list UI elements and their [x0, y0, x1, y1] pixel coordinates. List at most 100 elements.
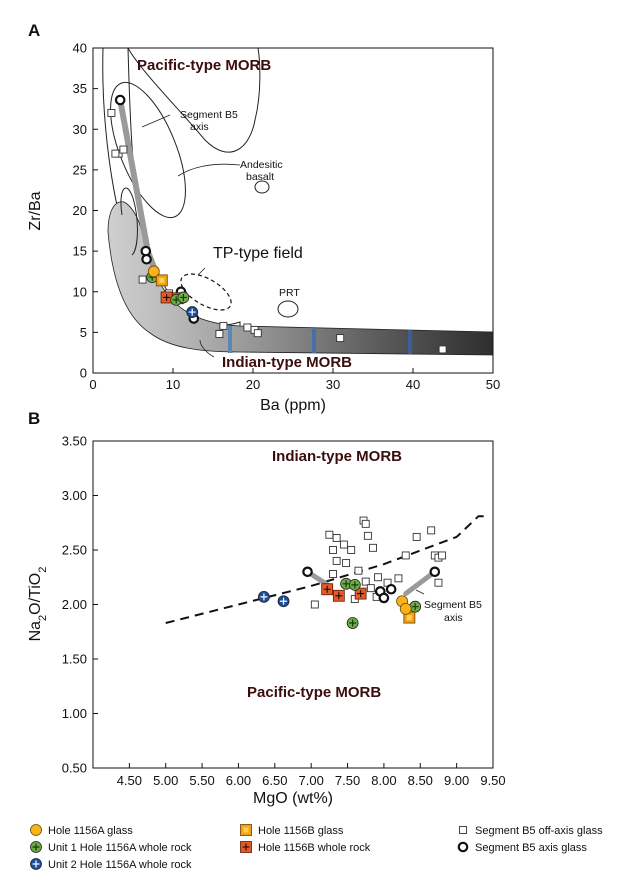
point-a-open-square	[107, 109, 116, 117]
point-b-blue-plus	[277, 595, 290, 608]
boundary-dashed-line	[165, 515, 490, 624]
indian-type-label-b: Indian-type MORB	[272, 448, 402, 465]
x-tick-label-a: 0	[89, 377, 96, 392]
legend-marker-open-square	[459, 826, 467, 834]
point-b-green-plus	[346, 617, 359, 629]
point-b-open-square	[361, 577, 370, 586]
point-a-open-square	[111, 149, 120, 158]
legend-label: Unit 2 Hole 1156A whole rock	[48, 859, 192, 871]
x-tick-label-a: 30	[326, 377, 340, 392]
y-tick-label-b: 1.50	[62, 652, 87, 667]
point-b-open-square	[412, 532, 421, 541]
tp-leader	[197, 267, 206, 276]
segment-axis-leader	[141, 114, 171, 128]
point-a-red-plus	[160, 291, 173, 304]
segment-b5-axis-ellipse	[110, 81, 186, 219]
y-tick-label-a: 35	[73, 81, 87, 96]
x-axis-title-a: Ba (ppm)	[260, 397, 326, 414]
point-a-open-square	[243, 323, 252, 332]
pacific-type-label-b: Pacific-type MORB	[247, 684, 381, 701]
panel-a-marks	[107, 94, 447, 354]
pacific-leader	[177, 163, 241, 177]
panel-a: 0 10 20 30 40 50 0 5 10 15 20 25 30 35 40 Pacific-type…	[27, 41, 500, 415]
x-tick-label-b: 6.50	[262, 773, 287, 788]
point-b-open-square	[325, 530, 334, 539]
x-tick-label-a: 10	[166, 377, 180, 392]
tail-band	[312, 328, 316, 353]
point-b-red-plus	[321, 583, 334, 596]
point-a-open-square	[119, 145, 128, 154]
point-a-open-square	[336, 334, 345, 343]
panel-b-letter: B	[28, 409, 40, 428]
y-tick-label-a: 0	[80, 366, 87, 381]
legend-label: Hole 1156B whole rock	[258, 842, 371, 854]
y-tick-label-a: 30	[73, 122, 87, 137]
legend-marker-blue-plus	[30, 858, 42, 870]
left-lobe	[120, 187, 138, 256]
point-b-open-circle	[385, 583, 397, 595]
point-b-open-square	[366, 584, 375, 593]
y-tick-label-a: 40	[73, 41, 87, 56]
legend-item: Hole 1156B glass	[240, 824, 344, 837]
x-tick-label-b: 6.00	[226, 773, 251, 788]
point-a-open-circle	[141, 253, 152, 265]
legend: Hole 1156A glass Unit 1 Hole 1156A whole …	[30, 824, 603, 871]
point-b-open-square	[369, 543, 377, 552]
point-a-blue-plus	[186, 306, 199, 318]
segment-axis-leader-b	[415, 589, 425, 595]
point-b-open-square	[329, 546, 337, 554]
y-tick-label-b: 2.00	[62, 597, 87, 612]
x-tick-label-b: 9.50	[480, 773, 505, 788]
panel-a-ticks: 0 10 20 30 40 50 0 5 10 15 20 25 30 35 40	[73, 41, 501, 393]
point-b-open-square	[401, 551, 410, 560]
pacific-outer-curve	[127, 48, 261, 153]
x-tick-label-b: 8.00	[371, 773, 396, 788]
legend-label: Hole 1156B glass	[258, 825, 344, 837]
point-b-open-square	[339, 540, 348, 549]
legend-label: Unit 1 Hole 1156A whole rock	[48, 842, 192, 854]
point-b-open-circle	[429, 566, 441, 578]
prt-ellipse	[277, 300, 299, 318]
x-tick-label-b: 4.50	[117, 773, 142, 788]
legend-item: Unit 2 Hole 1156A whole rock	[30, 858, 192, 871]
point-a-yellow-circle	[147, 265, 160, 278]
y-axis-title-b: Na2O/TiO2	[27, 567, 49, 642]
segment-axis-label-b-line2: axis	[444, 612, 463, 624]
legend-marker-open-circle	[457, 841, 469, 853]
y-tick-label-a: 25	[73, 162, 87, 177]
y-tick-label-b: 1.00	[62, 706, 87, 721]
tp-type-label: TP-type field	[213, 245, 303, 262]
indian-type-label-a: Indian-type MORB	[222, 354, 352, 371]
legend-label: Segment B5 axis glass	[475, 842, 587, 854]
point-a-open-square	[438, 345, 447, 354]
segment-axis-label-b-line1: Segment B5	[424, 599, 482, 611]
tp-type-field	[180, 273, 232, 311]
x-tick-label-b: 7.00	[299, 773, 324, 788]
andesitic-label-line1: Andesitic	[240, 159, 283, 171]
y-axis-title-a: Zr/Ba	[27, 191, 44, 230]
point-b-open-square	[354, 566, 363, 575]
point-b-open-square	[361, 519, 370, 528]
y-tick-label-b: 3.00	[62, 488, 87, 503]
x-tick-label-b: 8.50	[408, 773, 433, 788]
point-a-open-square	[138, 275, 147, 284]
andesitic-label-line2: basalt	[246, 171, 274, 183]
legend-item: Unit 1 Hole 1156A whole rock	[30, 841, 192, 854]
x-tick-label-b: 9.00	[444, 773, 469, 788]
legend-label: Segment B5 off-axis glass	[475, 825, 603, 837]
legend-marker-orange-square	[240, 824, 252, 836]
y-tick-label-b: 2.50	[62, 543, 87, 558]
tail-band	[228, 326, 232, 353]
point-a-open-square	[219, 321, 228, 330]
panel-a-fields	[102, 48, 493, 356]
legend-marker-red-plus	[240, 841, 252, 853]
point-b-open-square	[374, 573, 383, 582]
x-tick-label-a: 40	[406, 377, 420, 392]
x-tick-label-b: 7.50	[335, 773, 360, 788]
legend-marker-green-plus	[30, 841, 42, 853]
point-b-open-circle	[378, 592, 390, 604]
x-tick-label-b: 5.00	[153, 773, 178, 788]
x-tick-label-b: 5.50	[189, 773, 214, 788]
legend-item: Hole 1156A glass	[30, 824, 133, 837]
